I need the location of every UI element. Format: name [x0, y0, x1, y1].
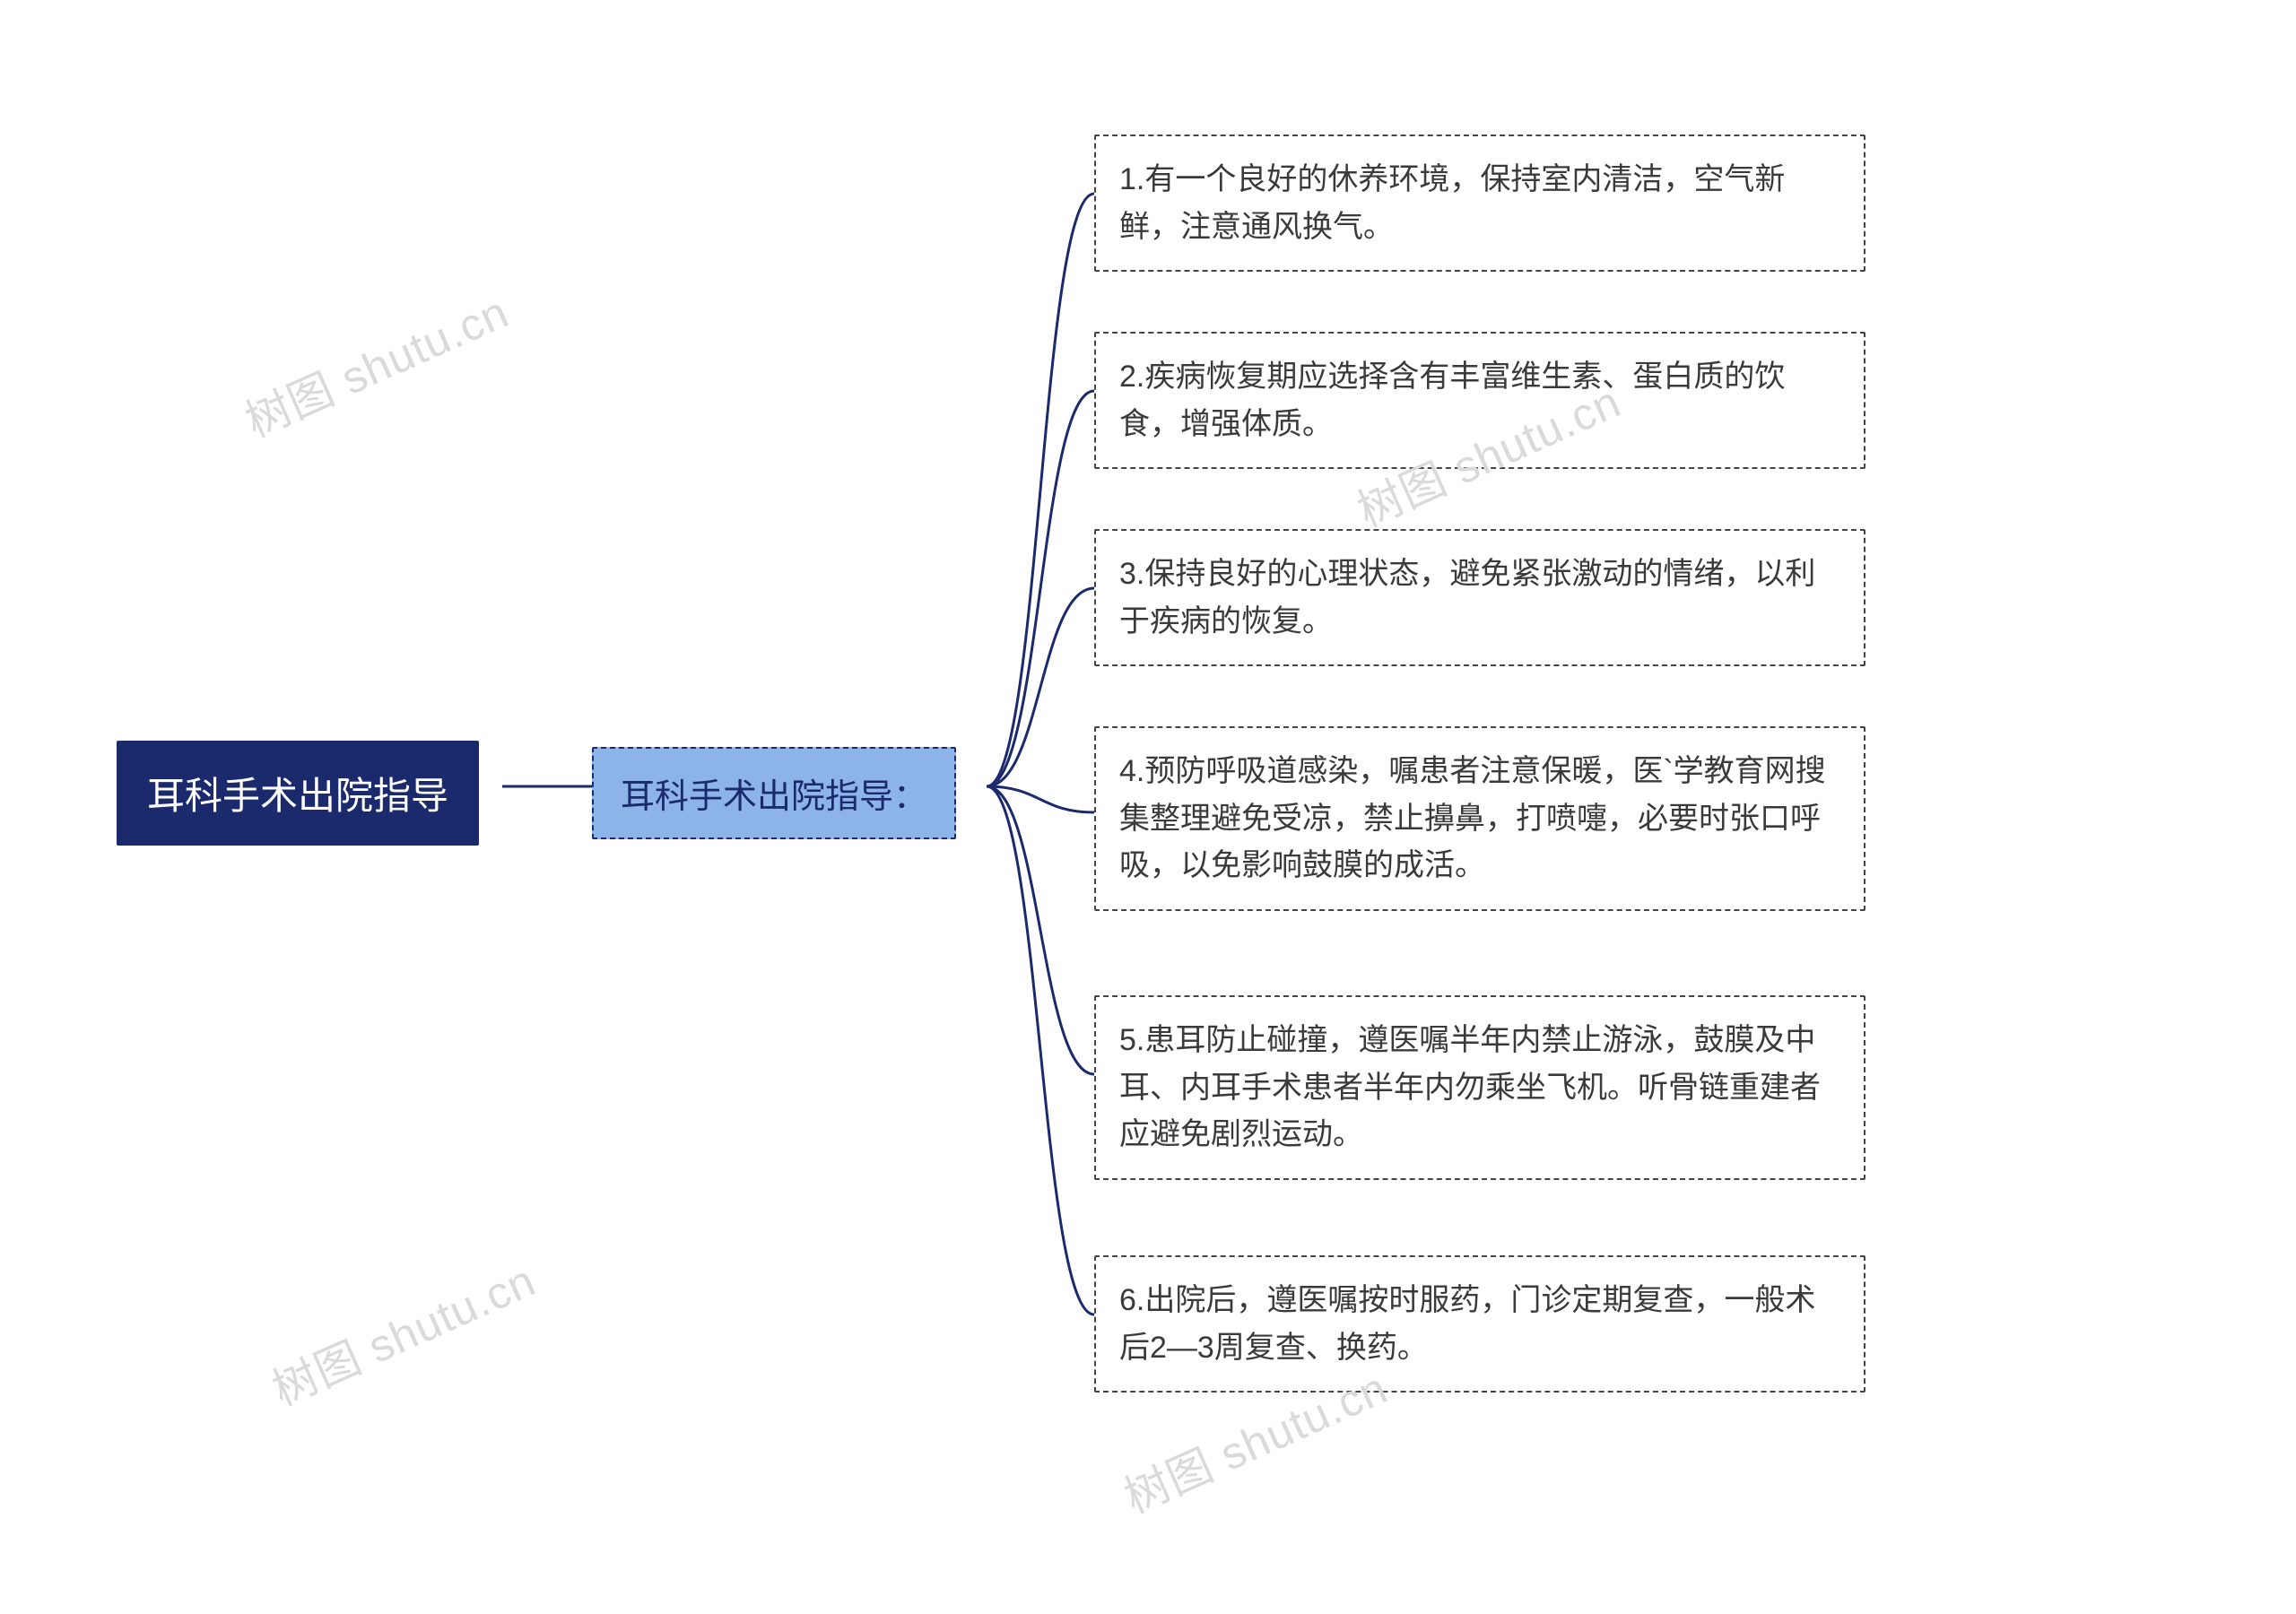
sub-node-label: 耳科手术出院指导： — [621, 778, 927, 816]
watermark-3: 树图 shutu.cn — [261, 1245, 544, 1419]
connector-leaf-5 — [987, 786, 1094, 1074]
watermark-1: 树图 shutu.cn — [234, 277, 517, 450]
mindmap-canvas: 耳科手术出院指导 耳科手术出院指导： 1.有一个良好的休养环境，保持室内清洁，空… — [0, 0, 2296, 1614]
root-node[interactable]: 耳科手术出院指导 — [117, 741, 479, 846]
connector-leaf-6 — [987, 786, 1094, 1315]
leaf-node-4[interactable]: 4.预防呼吸道感染，嘱患者注意保暖，医`学教育网搜集整理避免受凉，禁止擤鼻，打喷… — [1094, 726, 1866, 911]
root-node-label: 耳科手术出院指导 — [147, 775, 448, 817]
leaf-node-6[interactable]: 6.出院后，遵医嘱按时服药，门诊定期复查，一般术后2—3周复查、换药。 — [1094, 1255, 1866, 1393]
leaf-node-5[interactable]: 5.患耳防止碰撞，遵医嘱半年内禁止游泳，鼓膜及中耳、内耳手术患者半年内勿乘坐飞机… — [1094, 995, 1866, 1180]
leaf-node-1[interactable]: 1.有一个良好的休养环境，保持室内清洁，空气新鲜，注意通风换气。 — [1094, 134, 1866, 272]
sub-node[interactable]: 耳科手术出院指导： — [592, 747, 956, 839]
connector-sub-leaves — [987, 194, 1094, 1315]
leaf-node-label: 5.患耳防止碰撞，遵医嘱半年内禁止游泳，鼓膜及中耳、内耳手术患者半年内勿乘坐飞机… — [1119, 1023, 1821, 1151]
leaf-node-label: 6.出院后，遵医嘱按时服药，门诊定期复查，一般术后2—3周复查、换药。 — [1119, 1283, 1815, 1365]
connector-leaf-1 — [987, 194, 1094, 786]
connector-leaf-4 — [987, 786, 1094, 812]
leaf-node-3[interactable]: 3.保持良好的心理状态，避免紧张激动的情绪，以利于疾病的恢复。 — [1094, 529, 1866, 666]
leaf-node-label: 1.有一个良好的休养环境，保持室内清洁，空气新鲜，注意通风换气。 — [1119, 162, 1785, 244]
leaf-node-label: 4.预防呼吸道感染，嘱患者注意保暖，医`学教育网搜集整理避免受凉，禁止擤鼻，打喷… — [1119, 754, 1826, 882]
leaf-node-label: 2.疾病恢复期应选择含有丰富维生素、蛋白质的饮食，增强体质。 — [1119, 360, 1785, 441]
leaf-node-2[interactable]: 2.疾病恢复期应选择含有丰富维生素、蛋白质的饮食，增强体质。 — [1094, 332, 1866, 469]
leaf-node-label: 3.保持良好的心理状态，避免紧张激动的情绪，以利于疾病的恢复。 — [1119, 557, 1815, 638]
connector-leaf-3 — [987, 588, 1094, 786]
connector-leaf-2 — [987, 391, 1094, 786]
